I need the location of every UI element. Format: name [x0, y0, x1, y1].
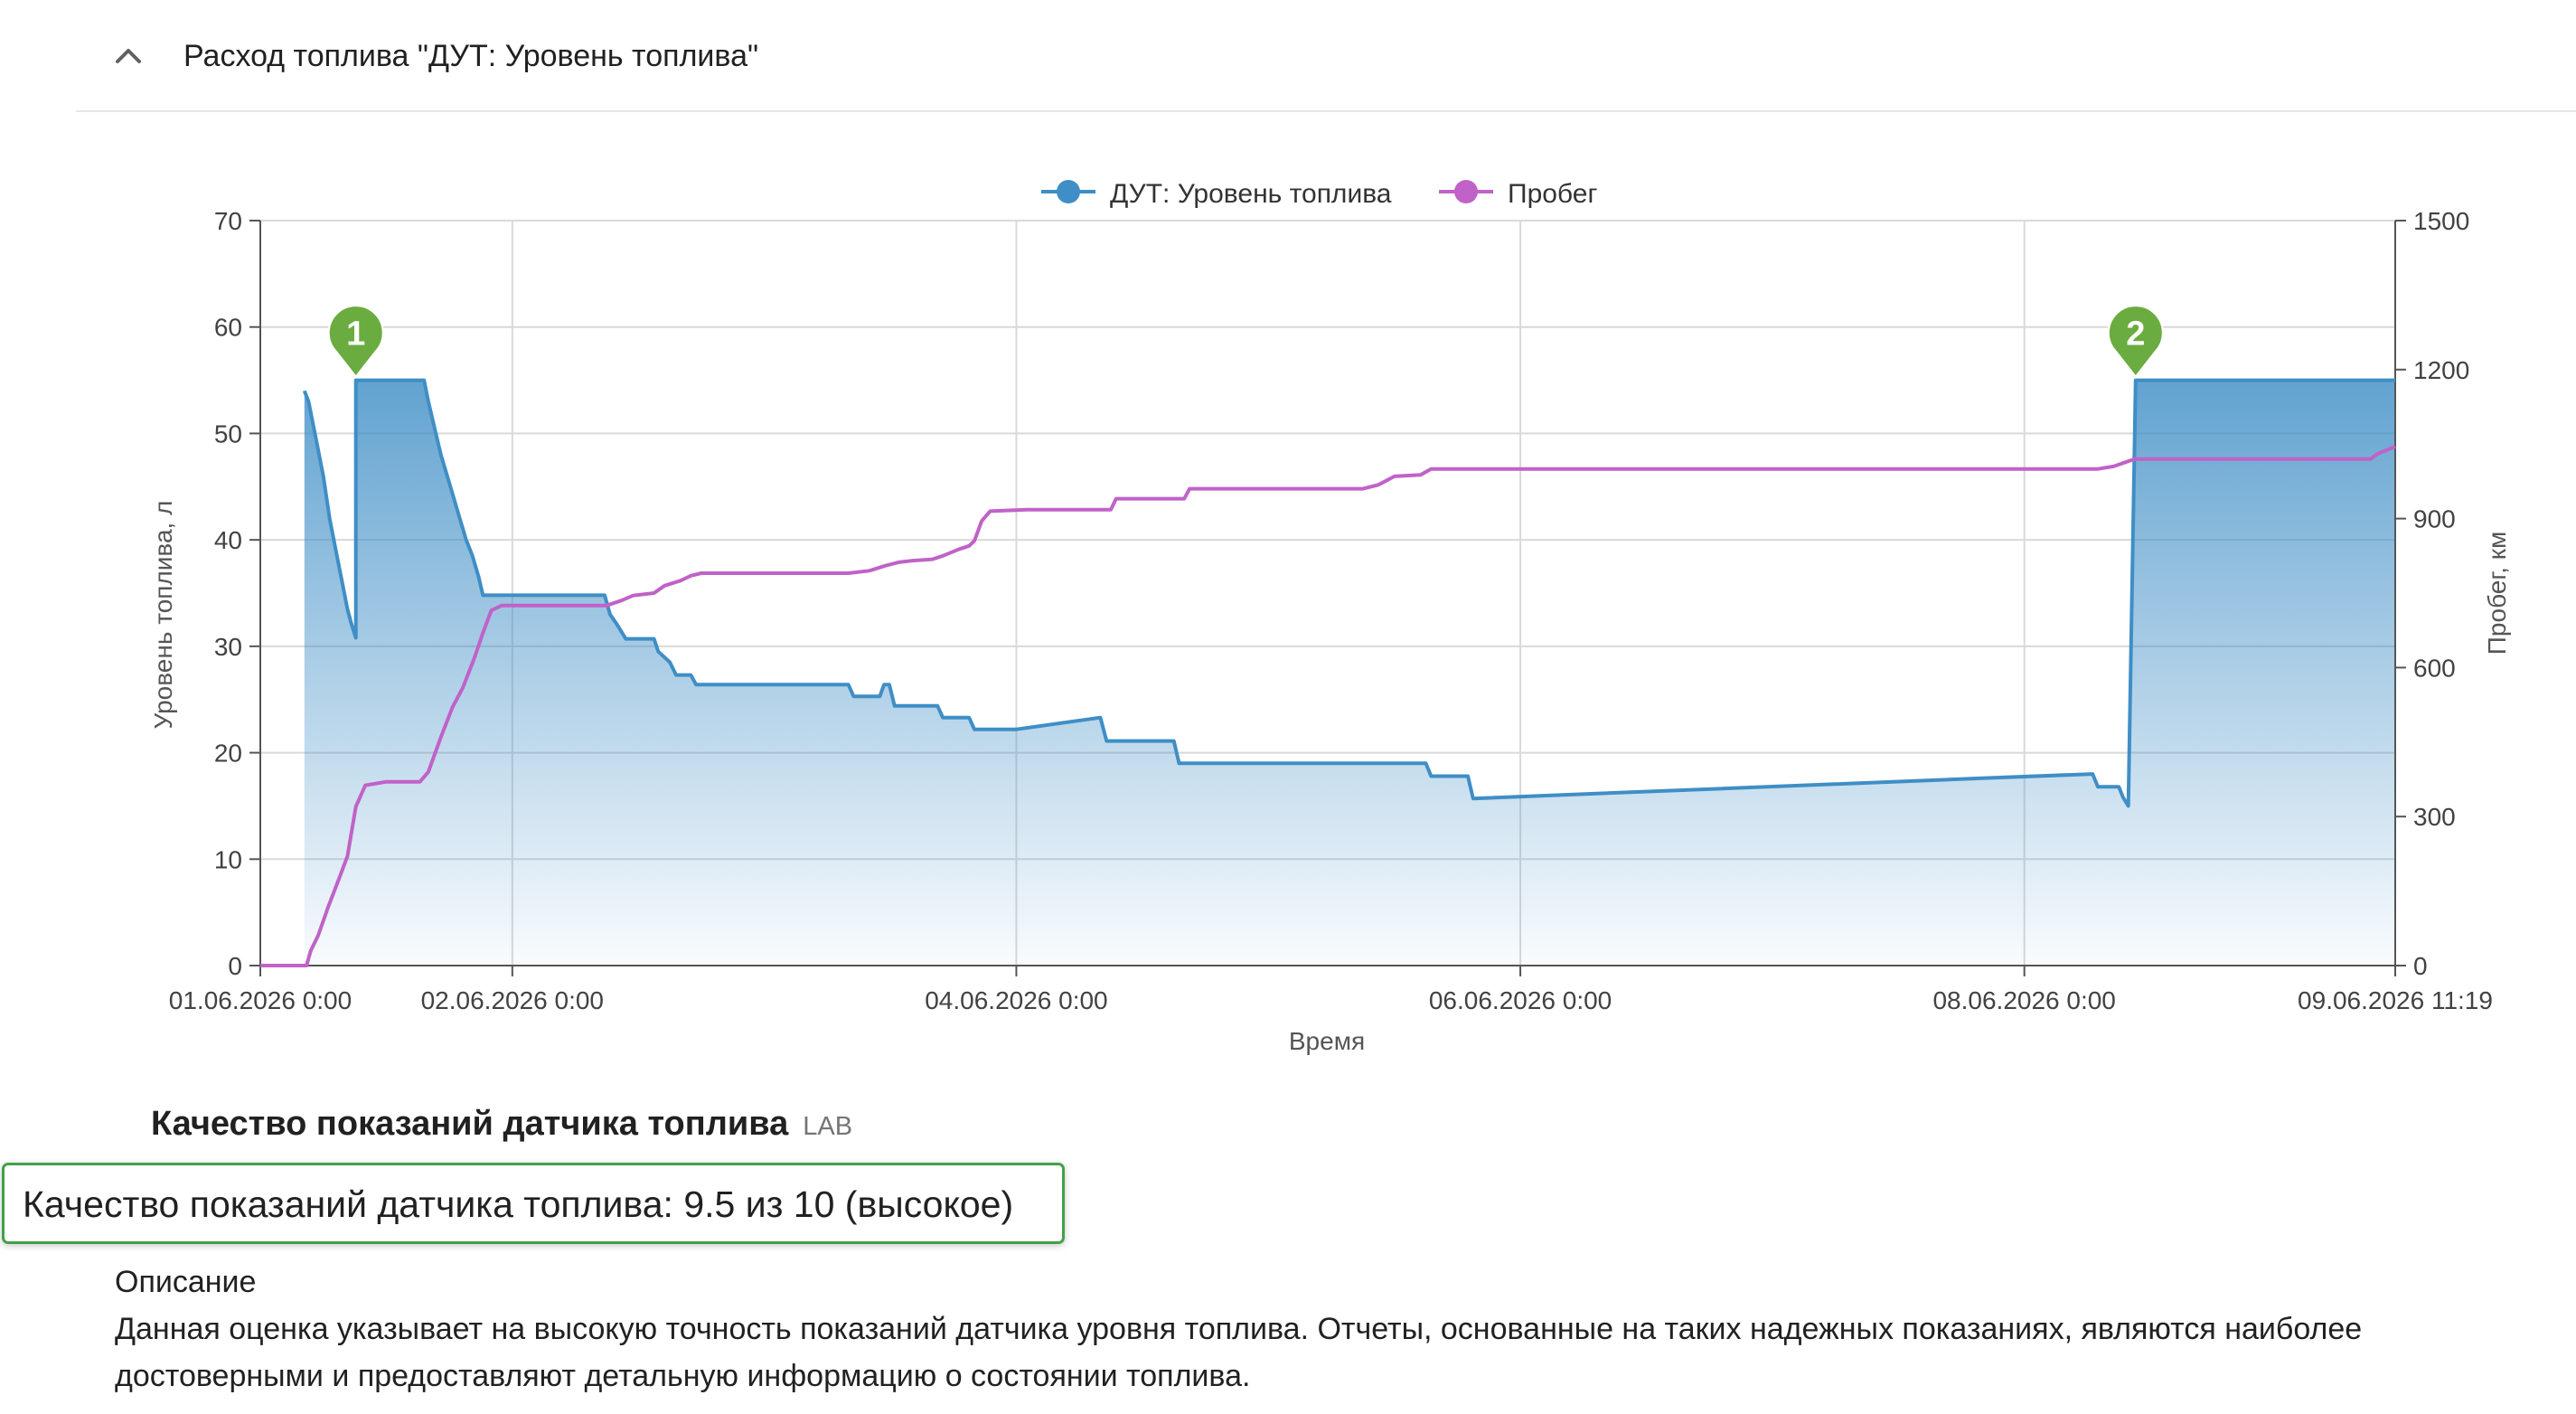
- lab-badge: LAB: [803, 1112, 853, 1141]
- x-tick-label: 01.06.2026 0:00: [169, 986, 352, 1014]
- y-tick-label: 20: [214, 740, 242, 768]
- map-pin-icon: [2107, 305, 2164, 379]
- fuel-level-area: [304, 380, 2395, 966]
- section-header: Расход топлива "ДУТ: Уровень топлива": [76, 0, 2576, 112]
- y-axis-title: Уровень топлива, л: [149, 501, 177, 730]
- y-tick-label: 70: [214, 207, 242, 235]
- description-text: Данная оценка указывает на высокую точно…: [115, 1312, 2363, 1393]
- refuel-marker-label: 2: [2126, 316, 2145, 354]
- x-tick-label: 04.06.2026 0:00: [925, 986, 1107, 1014]
- mileage-line: [260, 445, 2396, 967]
- y-tick-label: 30: [214, 633, 242, 661]
- legend-item-mileage[interactable]: Пробег: [1439, 179, 1597, 209]
- x-axis-title: Время: [1289, 1027, 1365, 1055]
- y-tick-label: 60: [214, 314, 242, 342]
- refuel-marker-1: 1: [327, 305, 384, 379]
- y2-tick-label: 300: [2413, 803, 2456, 831]
- quality-result-text: Качество показаний датчика топлива: 9.5 …: [23, 1183, 1014, 1225]
- series-layer: [260, 378, 2396, 967]
- fuel-area-layer: [304, 380, 2395, 966]
- x-tick-label: 02.06.2026 0:00: [421, 986, 604, 1014]
- chart-legend: ДУТ: Уровень топлива Пробег: [1041, 179, 1597, 209]
- refuel-marker-2: 2: [2107, 305, 2164, 379]
- refuel-marker-label: 1: [346, 316, 365, 354]
- legend-item-fuel[interactable]: ДУТ: Уровень топлива: [1041, 179, 1392, 209]
- legend-label-fuel: ДУТ: Уровень топлива: [1110, 179, 1392, 209]
- y-tick-label: 0: [228, 952, 242, 980]
- x-tick-label: 08.06.2026 0:00: [1932, 986, 2115, 1014]
- x-tick-label: 06.06.2026 0:00: [1429, 986, 1612, 1014]
- map-pin-icon: [327, 305, 384, 379]
- quality-title: Качество показаний датчика топлива: [151, 1105, 789, 1143]
- y2-tick-label: 900: [2413, 505, 2456, 533]
- y2-tick-label: 0: [2413, 952, 2428, 980]
- y-tick-label: 40: [214, 526, 242, 554]
- y2-axis-title: Пробег, км: [2483, 532, 2511, 655]
- y-tick-label: 50: [214, 419, 242, 448]
- description-title: Описание: [115, 1265, 257, 1299]
- y-tick-label: 10: [214, 845, 242, 873]
- legend-label-mileage: Пробег: [1508, 179, 1597, 209]
- y2-tick-label: 1500: [2413, 207, 2469, 235]
- quality-heading: Качество показаний датчика топлива LAB: [151, 1105, 852, 1144]
- x-tick-label: 09.06.2026 11:19: [2298, 986, 2493, 1014]
- quality-result-box: Качество показаний датчика топлива: 9.5 …: [2, 1163, 1065, 1244]
- section-title: Расход топлива "ДУТ: Уровень топлива": [183, 39, 759, 73]
- y2-tick-label: 1200: [2413, 356, 2469, 384]
- y2-tick-label: 600: [2413, 654, 2456, 682]
- chevron-up-icon[interactable]: [103, 31, 154, 81]
- fuel-level-line: [302, 378, 2395, 808]
